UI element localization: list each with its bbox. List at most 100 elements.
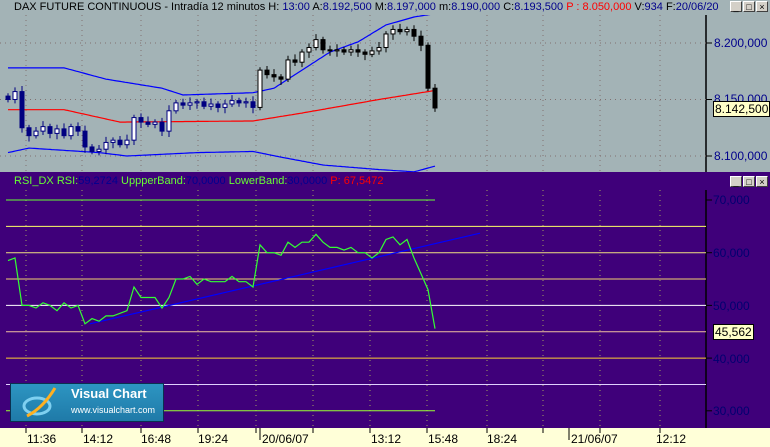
middle-band-line bbox=[8, 89, 436, 123]
candle-body bbox=[47, 126, 53, 134]
candle-body bbox=[131, 117, 137, 141]
candle-body bbox=[103, 141, 109, 150]
instrument-title: DAX FUTURE CONTINUOUS - Intradía 12 minu… bbox=[14, 1, 266, 13]
a-value: 8.192,500 bbox=[322, 1, 372, 13]
candle-body bbox=[75, 126, 81, 132]
candle-body bbox=[390, 28, 396, 35]
rsi-axis-label: 40,000 bbox=[713, 352, 750, 366]
minimize-button[interactable]: _ bbox=[730, 176, 742, 187]
upper-band-value: 70,0000 bbox=[185, 175, 226, 187]
candle-body bbox=[404, 28, 410, 33]
time-label: 11:36 bbox=[27, 432, 57, 446]
candle-body bbox=[89, 146, 95, 152]
maximize-button[interactable]: □ bbox=[743, 1, 755, 12]
date-label: 20/06/07 bbox=[262, 432, 309, 446]
candle-body bbox=[117, 139, 123, 146]
candle-body bbox=[278, 76, 284, 80]
candle-body bbox=[243, 101, 249, 104]
time-label: 13:12 bbox=[371, 432, 402, 446]
rsi-chart[interactable] bbox=[0, 190, 770, 428]
time-label: 15:48 bbox=[428, 432, 459, 446]
candle-body bbox=[145, 121, 151, 125]
candle-body bbox=[376, 47, 382, 52]
rsi-value: 59,2724 bbox=[78, 175, 118, 187]
rsi-axis-label: 50,000 bbox=[713, 299, 750, 313]
min-label: m: bbox=[438, 1, 452, 13]
minimize-button[interactable]: _ bbox=[730, 1, 742, 12]
rsi-name: RSI_DX bbox=[14, 175, 54, 187]
rsi-line bbox=[7, 233, 436, 329]
upper-band-label: UppperBand: bbox=[121, 175, 186, 187]
candle-body bbox=[271, 74, 277, 78]
logo-swoosh-icon bbox=[22, 387, 57, 418]
time-axis-ticks bbox=[25, 428, 661, 440]
candle-body bbox=[152, 121, 158, 125]
price-axis-label: 8.200,000 bbox=[714, 36, 768, 50]
candle-body bbox=[383, 33, 389, 49]
candle-body bbox=[411, 28, 417, 37]
candle-body bbox=[432, 87, 438, 109]
f-value: 20/06/20 bbox=[675, 1, 719, 13]
candle-body bbox=[229, 100, 235, 105]
candle-body bbox=[250, 101, 256, 108]
date-label: 21/06/07 bbox=[571, 432, 618, 446]
candle-body bbox=[348, 49, 354, 53]
candle-body bbox=[124, 139, 130, 146]
candle-body bbox=[61, 128, 67, 137]
candle-body bbox=[320, 39, 326, 51]
candle-body bbox=[285, 59, 291, 80]
candle-body bbox=[397, 28, 403, 33]
v-value: 934 bbox=[644, 1, 663, 13]
time-label: 16:48 bbox=[141, 432, 172, 446]
candle-body bbox=[96, 148, 102, 152]
lower-band-line bbox=[7, 147, 436, 172]
candle-body bbox=[264, 69, 270, 76]
candle-body bbox=[299, 51, 305, 63]
time-label: 12:12 bbox=[656, 432, 687, 446]
candle-body bbox=[355, 49, 361, 53]
h-value: 13:00 bbox=[282, 1, 310, 13]
time-label: 14:12 bbox=[83, 432, 114, 446]
candle-body bbox=[369, 50, 375, 55]
time-label: 18:24 bbox=[487, 432, 518, 446]
last-price-tag: 8.142,500 bbox=[713, 101, 770, 117]
close-button[interactable]: × bbox=[756, 1, 768, 12]
time-axis bbox=[0, 428, 770, 447]
candle-body bbox=[215, 103, 221, 108]
logo-url: www.visualchart.com bbox=[71, 405, 156, 415]
lower-band-label: LowerBand: bbox=[228, 175, 288, 187]
last-rsi-tag: 45,562 bbox=[713, 324, 754, 340]
rsi-trendline bbox=[89, 232, 481, 325]
c-label: C: bbox=[503, 1, 515, 13]
candle-body bbox=[173, 102, 179, 112]
logo-name: Visual Chart bbox=[71, 386, 147, 401]
candle-body bbox=[201, 101, 207, 107]
candle-body bbox=[166, 110, 172, 132]
candle-body bbox=[68, 126, 74, 137]
maximize-button[interactable]: □ bbox=[743, 176, 755, 187]
m-value: 8.197,000 bbox=[386, 1, 436, 13]
rsi-p-value: P: 67,5472 bbox=[330, 175, 384, 187]
candle-body bbox=[82, 130, 88, 148]
h-label: H: bbox=[268, 1, 280, 13]
candle-body bbox=[208, 103, 214, 107]
rsi-axis-label: 70,000 bbox=[713, 193, 750, 207]
price-axis-label: 8.100,000 bbox=[714, 149, 768, 163]
price-window-buttons: _ □ × bbox=[730, 1, 768, 12]
rsi-axis-label: 30,000 bbox=[713, 404, 750, 418]
rsi-header: RSI_DX RSI:59,2724 UppperBand:70,0000 Lo… bbox=[0, 172, 714, 190]
lower-band-value: 30,0000 bbox=[287, 175, 328, 187]
candle-body bbox=[292, 59, 298, 63]
candle-body bbox=[362, 51, 368, 55]
c-value: 8.193,500 bbox=[514, 1, 564, 13]
candle-body bbox=[327, 49, 333, 52]
candle-body bbox=[194, 101, 200, 104]
close-button[interactable]: × bbox=[756, 176, 768, 187]
p-value: P : 8.050,000 bbox=[566, 1, 632, 13]
price-chart[interactable] bbox=[0, 15, 770, 172]
candle-body bbox=[180, 102, 186, 106]
candle-body bbox=[54, 128, 60, 134]
f-label: F: bbox=[665, 1, 676, 13]
candle-body bbox=[5, 95, 11, 100]
candle-body bbox=[257, 69, 263, 108]
